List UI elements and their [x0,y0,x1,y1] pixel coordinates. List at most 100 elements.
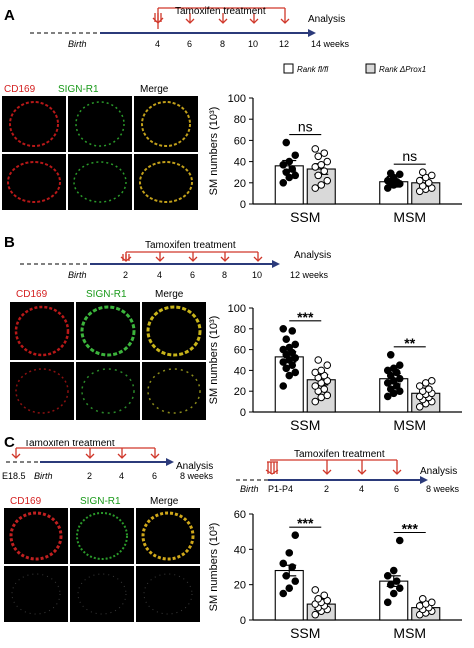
data-point [383,572,392,580]
data-point [395,361,404,369]
significance-label: ns [402,148,417,164]
y-axis-label: SM numbers (10³) [208,107,220,196]
significance-label: *** [297,515,314,531]
tl-cl-pre: E18.5 [2,471,26,481]
data-point [418,168,427,176]
tl-cl-end: 8 weeks [180,471,214,481]
tl-b-treatment: Tamoxifen treatment [145,240,236,251]
data-point [279,179,288,187]
micro-b-signr1-2 [76,362,140,420]
y-tick-label: 100 [228,93,246,105]
data-point [285,584,294,592]
micrograph-grid-b: CD169 SIGN-R1 Merge [10,289,206,420]
micro-b-merge-2 [142,362,206,420]
legend-swatch-mutant [365,63,376,74]
panel-label-c: C [4,434,15,451]
data-point [314,595,323,603]
micro-c-signr1-label: SIGN-R1 [80,496,121,507]
data-point [427,377,436,385]
data-point [279,559,288,568]
category-label: MSM [393,625,426,641]
data-point [279,325,288,333]
tl-cr-end: 8 weeks [426,484,460,494]
timeline-c-right: Tamoxifen treatment Analysis Birth P1-P4… [236,449,460,494]
data-point [279,589,288,598]
category-label: SSM [290,417,320,433]
data-point [418,595,427,603]
data-point [392,577,401,585]
data-point [311,382,320,390]
micro-b-merge-1 [142,302,206,360]
tl-cr-analysis: Analysis [420,466,457,477]
legend-swatch-control [283,63,294,74]
data-point [389,589,398,598]
legend: Rank fl/fl Rank ΔProx1 [283,63,426,74]
y-tick-label: 20 [234,580,246,592]
data-point [314,356,323,364]
tl-cr-tick: 6 [394,484,399,494]
data-point [320,167,329,175]
tl-a-end: 14 weeks [311,39,350,49]
chart-c: 0 20 40 60 SM numbers (10³) SSM *** MSM *** [208,509,462,641]
micro-c-merge-label: Merge [150,496,179,507]
data-point [424,385,433,393]
data-point [395,536,404,545]
y-tick-label: 40 [234,544,246,556]
micro-c-signr1-1 [70,508,134,564]
data-point [389,566,398,575]
data-point [291,577,300,585]
y-tick-label: 0 [240,407,246,419]
tl-a-tick: 10 [248,39,258,49]
data-point [415,382,424,390]
micro-a-signr1-label: SIGN-R1 [58,84,99,95]
data-point [285,371,294,380]
tl-b-analysis: Analysis [294,250,331,261]
y-tick-label: 40 [234,157,246,169]
data-point [386,385,395,393]
data-point [427,598,436,607]
data-point [311,184,320,192]
timeline-c-left: Tamoxifen treatment Analysis E18.5 Birth… [2,440,214,481]
tl-a-analysis: Analysis [308,14,345,25]
data-point [317,181,326,189]
tl-a-tick: 12 [279,39,289,49]
micro-b-merge-label: Merge [155,289,184,300]
micro-a-cd169-label: CD169 [4,84,36,95]
data-point [291,171,300,180]
tl-a-tick: 6 [187,39,192,49]
micro-a-signr1-1 [68,96,132,152]
micro-b-signr1-label: SIGN-R1 [86,289,127,300]
data-point [288,327,297,335]
tl-cl-analysis: Analysis [176,461,213,472]
y-tick-label: 20 [234,386,246,398]
significance-label: *** [297,309,314,325]
data-point [282,335,291,344]
data-point [317,160,326,169]
y-tick-label: 0 [240,615,246,627]
y-tick-label: 0 [240,199,246,211]
tl-b-tick: 2 [123,270,128,280]
data-point [383,598,392,607]
data-point [320,591,329,600]
micro-c-cd169-1 [4,508,68,564]
data-point [320,149,329,157]
tl-cr-p: P1-P4 [268,484,293,494]
micro-b-cd169-2 [10,362,74,420]
tl-cr-birth: Birth [240,484,259,494]
tl-cl-birth: Birth [34,471,53,481]
panel-label-a: A [4,7,15,24]
micro-b-signr1-1 [76,302,140,360]
data-point [323,391,332,400]
micro-c-cd169-2 [4,566,68,622]
tl-a-tick: 4 [155,39,160,49]
data-point [311,586,320,594]
data-point [389,364,398,373]
tl-cr-treatment: Tamoxifen treatment [294,449,385,460]
data-point [279,382,288,390]
data-point [282,572,291,580]
micro-a-merge-1 [134,96,198,152]
significance-label: *** [402,521,419,537]
data-point [285,549,294,557]
data-point [285,157,294,166]
micro-a-cd169-1 [2,96,66,152]
